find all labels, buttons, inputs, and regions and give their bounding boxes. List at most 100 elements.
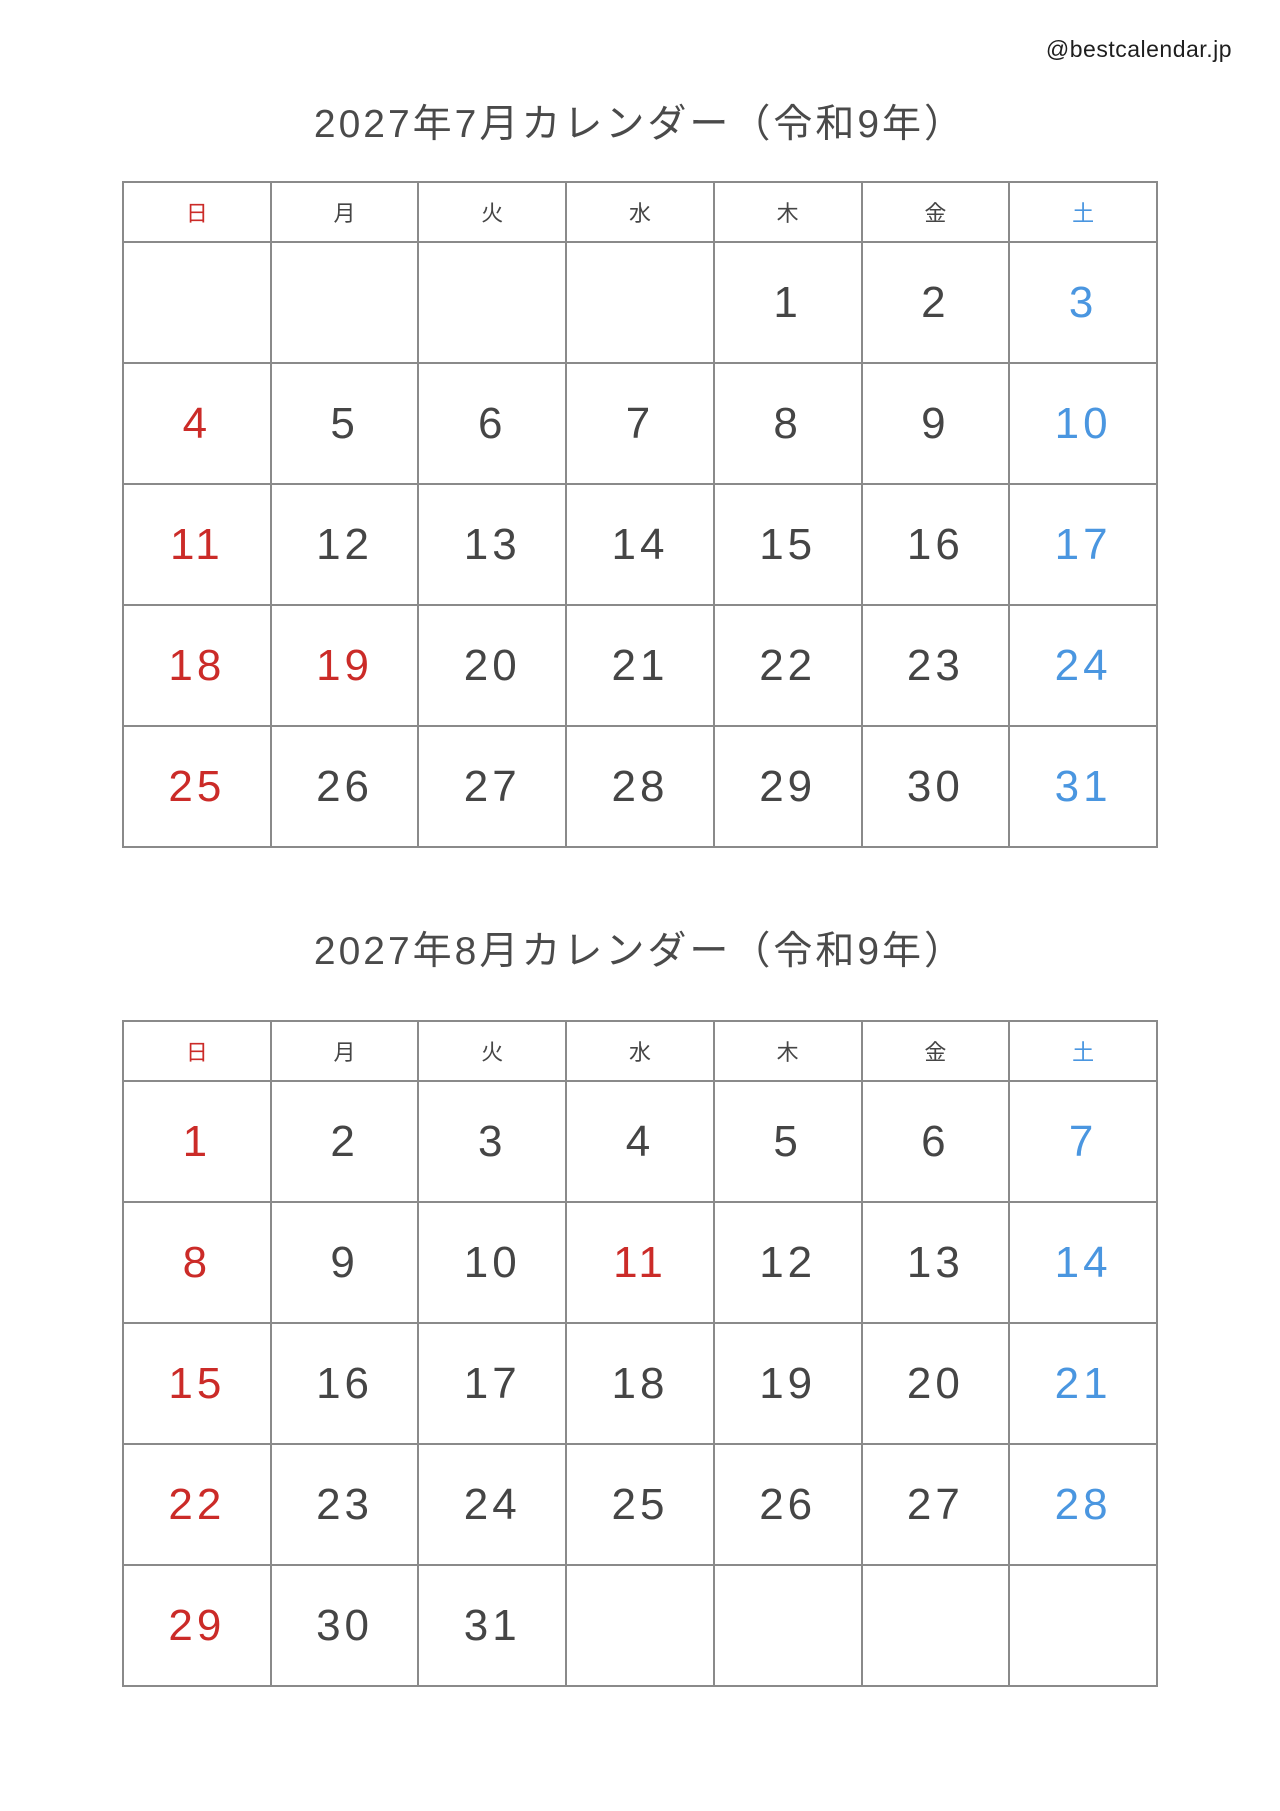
weekday-header: 水 — [565, 1020, 715, 1082]
day-cell: 8 — [122, 1201, 272, 1324]
calendar-table-august: 日月火水木金土 1 2 3 4 5 6 7 8 9 10 11 12 13 14 15 16 17 18 19 20 2… — [122, 1020, 1158, 1687]
day-cell: 2 — [269, 1080, 420, 1203]
day-cell: 16 — [860, 483, 1011, 606]
day-cell: 28 — [1008, 1443, 1158, 1566]
week-row: 22 23 24 25 26 27 28 — [122, 1443, 1158, 1566]
day-cell: 15 — [712, 483, 863, 606]
day-cell: 6 — [417, 362, 568, 485]
day-cell: 7 — [565, 362, 715, 485]
day-cell: 22 — [712, 604, 863, 727]
day-cell: 28 — [565, 725, 715, 848]
week-row: 29 30 31 — [122, 1564, 1158, 1687]
weekday-header: 土 — [1008, 1020, 1158, 1082]
calendar-table-july: 日月火水木金土 1 2 3 4 5 6 7 8 9 10 11 12 13 14 15 16 17 18 19 20 2… — [122, 181, 1158, 848]
empty-day-cell — [269, 241, 420, 364]
day-cell: 19 — [269, 604, 420, 727]
week-row: 15 16 17 18 19 20 21 — [122, 1322, 1158, 1445]
empty-day-cell — [417, 241, 568, 364]
week-row: 4 5 6 7 8 9 10 — [122, 362, 1158, 485]
day-cell: 23 — [860, 604, 1011, 727]
day-cell: 16 — [269, 1322, 420, 1445]
calendar-title-august: 2027年8月カレンダー（令和9年） — [313, 930, 967, 973]
weekday-header: 月 — [269, 1020, 420, 1082]
day-cell: 30 — [860, 725, 1011, 848]
weekday-header: 金 — [860, 1020, 1011, 1082]
day-cell: 12 — [712, 1201, 863, 1324]
day-cell: 13 — [860, 1201, 1011, 1324]
day-cell: 1 — [122, 1080, 272, 1203]
weekday-header: 土 — [1008, 181, 1158, 243]
day-cell: 18 — [122, 604, 272, 727]
weekday-header: 火 — [417, 181, 568, 243]
day-cell: 21 — [565, 604, 715, 727]
day-cell: 21 — [1008, 1322, 1158, 1445]
day-cell: 9 — [269, 1201, 420, 1324]
day-cell: 13 — [417, 483, 568, 606]
weekday-header: 火 — [417, 1020, 568, 1082]
day-cell: 18 — [565, 1322, 715, 1445]
day-cell: 8 — [712, 362, 863, 485]
day-cell: 15 — [122, 1322, 272, 1445]
day-cell: 26 — [269, 725, 420, 848]
weekday-header: 水 — [565, 181, 715, 243]
week-row: 8 9 10 11 12 13 14 — [122, 1201, 1158, 1324]
day-cell: 14 — [1008, 1201, 1158, 1324]
day-cell: 4 — [122, 362, 272, 485]
day-cell: 29 — [122, 1564, 272, 1687]
day-cell: 24 — [1008, 604, 1158, 727]
day-cell: 11 — [122, 483, 272, 606]
day-cell: 7 — [1008, 1080, 1158, 1203]
day-cell: 3 — [1008, 241, 1158, 364]
empty-day-cell — [860, 1564, 1011, 1687]
day-cell: 1 — [712, 241, 863, 364]
day-cell: 25 — [122, 725, 272, 848]
day-cell: 29 — [712, 725, 863, 848]
day-cell: 12 — [269, 483, 420, 606]
day-cell: 20 — [417, 604, 568, 727]
day-cell: 6 — [860, 1080, 1011, 1203]
day-cell: 11 — [565, 1201, 715, 1324]
day-cell: 5 — [269, 362, 420, 485]
day-cell: 24 — [417, 1443, 568, 1566]
day-cell: 27 — [417, 725, 568, 848]
day-cell: 9 — [860, 362, 1011, 485]
day-cell: 23 — [269, 1443, 420, 1566]
weekday-header: 金 — [860, 181, 1011, 243]
day-cell: 2 — [860, 241, 1011, 364]
day-cell: 10 — [417, 1201, 568, 1324]
weekday-header: 日 — [122, 181, 272, 243]
day-cell: 20 — [860, 1322, 1011, 1445]
day-cell: 30 — [269, 1564, 420, 1687]
empty-day-cell — [712, 1564, 863, 1687]
empty-day-cell — [1008, 1564, 1158, 1687]
weekday-header: 木 — [712, 1020, 863, 1082]
calendar-title-july: 2027年7月カレンダー（令和9年） — [313, 103, 967, 146]
day-cell: 5 — [712, 1080, 863, 1203]
day-cell: 22 — [122, 1443, 272, 1566]
august-calendar-section: 2027年8月カレンダー（令和9年） 日月火水木金土 1 2 3 4 5 6 7 8 9 10 11… — [0, 928, 1280, 1687]
weekday-header: 月 — [269, 181, 420, 243]
empty-day-cell — [565, 241, 715, 364]
empty-day-cell — [565, 1564, 715, 1687]
day-cell: 19 — [712, 1322, 863, 1445]
day-cell: 31 — [1008, 725, 1158, 848]
day-cell: 26 — [712, 1443, 863, 1566]
day-cell: 25 — [565, 1443, 715, 1566]
day-cell: 31 — [417, 1564, 568, 1687]
week-row: 18 19 20 21 22 23 24 — [122, 604, 1158, 727]
site-attribution: @bestcalendar.jp — [1045, 36, 1232, 62]
day-cell: 4 — [565, 1080, 715, 1203]
week-row: 25 26 27 28 29 30 31 — [122, 725, 1158, 848]
weekday-header-row: 日月火水木金土 — [122, 1020, 1158, 1082]
day-cell: 3 — [417, 1080, 568, 1203]
week-row: 11 12 13 14 15 16 17 — [122, 483, 1158, 606]
day-cell: 27 — [860, 1443, 1011, 1566]
day-cell: 17 — [417, 1322, 568, 1445]
day-cell: 14 — [565, 483, 715, 606]
day-cell: 10 — [1008, 362, 1158, 485]
weekday-header: 日 — [122, 1020, 272, 1082]
day-cell: 17 — [1008, 483, 1158, 606]
